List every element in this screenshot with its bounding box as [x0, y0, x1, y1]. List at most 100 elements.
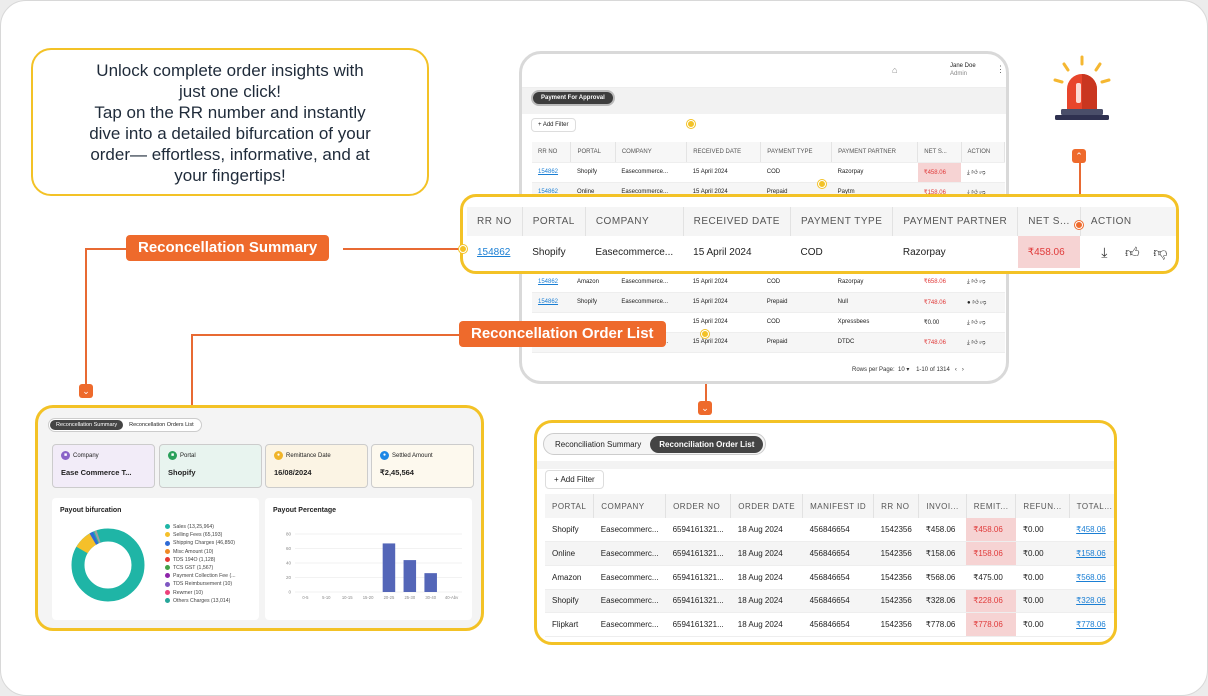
- cell-portal: Amazon: [545, 565, 594, 590]
- cell-net: ₹458.06: [1017, 236, 1081, 268]
- col-header[interactable]: PAYMENT PARTNER: [892, 207, 1019, 236]
- cell-remitted: ₹458.06: [966, 518, 1016, 543]
- bar: [403, 560, 417, 592]
- cell-manifest-id: 456846654: [802, 541, 874, 566]
- cell-invoice: ₹458.06: [918, 518, 967, 543]
- cell-order-date: 18 Aug 2024: [730, 589, 803, 614]
- col-header[interactable]: REFUN...: [1015, 494, 1070, 518]
- thumbs-up-icon[interactable]: 👍︎: [971, 339, 978, 346]
- thumbs-up-icon[interactable]: 👍︎: [972, 300, 979, 306]
- download-icon[interactable]: ⤓: [967, 169, 970, 176]
- thumbs-down-icon[interactable]: 👎︎: [979, 319, 986, 326]
- thumbs-up-icon[interactable]: 👍︎: [971, 189, 978, 196]
- col-header[interactable]: RECEIVED DATE: [686, 142, 762, 163]
- prev-page-icon[interactable]: ‹: [954, 367, 957, 373]
- col-header[interactable]: COMPANY: [615, 142, 688, 163]
- col-header[interactable]: ORDER NO: [665, 494, 732, 518]
- col-header[interactable]: PAYMENT PARTNER: [831, 142, 919, 163]
- kpi-value: Ease Commerce T...: [61, 468, 132, 477]
- cell-date: 15 April 2024: [686, 312, 761, 333]
- col-header[interactable]: PAYMENT TYPE: [790, 207, 894, 236]
- x-tick-label: 20-25: [384, 595, 395, 600]
- download-icon[interactable]: ⤓: [967, 279, 970, 286]
- cell-company: Easecommerce...: [615, 292, 687, 313]
- cell-portal: Amazon: [570, 272, 616, 293]
- col-header[interactable]: PORTAL: [522, 207, 586, 236]
- col-header[interactable]: PAYMENT TYPE: [760, 142, 833, 163]
- download-icon[interactable]: ⤓: [967, 319, 970, 326]
- thumbs-up-icon[interactable]: 👍︎: [1124, 243, 1140, 260]
- pagination: Rows per Page: 10 ▾ 1-10 of 1314 ‹ ›: [852, 367, 964, 373]
- payout-percentage-chart: 0 20 40 60 80 0-5 5-10 10-15 15-20 20-25 25-30 30-4…: [286, 532, 462, 600]
- col-header[interactable]: MANIFEST ID: [802, 494, 875, 518]
- download-icon[interactable]: ⤓: [1101, 243, 1108, 260]
- thumbs-down-icon[interactable]: 👎︎: [1153, 243, 1168, 260]
- total-link[interactable]: ₹568.06: [1076, 572, 1106, 582]
- tab-payment-approval[interactable]: Payment For Approval: [531, 90, 615, 106]
- col-header[interactable]: NET S...: [917, 142, 962, 163]
- col-header[interactable]: INVOI...: [918, 494, 967, 518]
- rr-link[interactable]: 154862: [477, 246, 511, 258]
- tab-orders-list[interactable]: Reconcellation Orders List: [129, 422, 194, 428]
- col-header[interactable]: NET S...: [1017, 207, 1081, 236]
- rr-link[interactable]: 154862: [538, 278, 559, 285]
- cell-partner: DTDC: [831, 332, 918, 353]
- add-filter-button[interactable]: + Add Filter: [531, 118, 576, 132]
- download-icon[interactable]: ⤓: [967, 339, 970, 346]
- bar: [382, 543, 396, 592]
- col-header[interactable]: PORTAL: [570, 142, 616, 163]
- total-link[interactable]: ₹158.06: [1076, 549, 1106, 559]
- total-link[interactable]: ₹778.06: [1076, 620, 1106, 630]
- col-header[interactable]: TOTAL...: [1069, 494, 1114, 518]
- rr-link[interactable]: 154862: [538, 169, 559, 175]
- thumbs-down-icon[interactable]: 👎︎: [980, 300, 987, 306]
- info-callout: Unlock complete order insights with just…: [31, 48, 429, 196]
- cell-total: ₹158.06: [1069, 541, 1114, 566]
- next-page-icon[interactable]: ›: [961, 367, 964, 373]
- x-tick-label: 15-20: [363, 595, 374, 600]
- rr-link[interactable]: 154862: [538, 189, 559, 195]
- marker-dot: [687, 120, 695, 128]
- total-link[interactable]: ₹458.06: [1076, 525, 1106, 535]
- tab-reconciliation-summary[interactable]: Reconciliation Summary: [555, 439, 642, 449]
- col-header[interactable]: RR NO: [873, 494, 920, 518]
- thumbs-down-icon[interactable]: 👎︎: [979, 339, 986, 346]
- user-icon[interactable]: ●: [967, 300, 971, 306]
- legend-swatch: [165, 589, 170, 595]
- cell-portal: Shopify: [570, 162, 616, 183]
- add-filter-button[interactable]: + Add Filter: [545, 470, 604, 489]
- cell-total: ₹568.06: [1069, 565, 1114, 590]
- cell-order-date: 18 Aug 2024: [730, 541, 803, 566]
- download-icon[interactable]: ⤓: [967, 189, 970, 196]
- col-header[interactable]: RECEIVED DATE: [683, 207, 791, 236]
- col-header[interactable]: RR NO: [532, 142, 572, 163]
- col-header[interactable]: COMPANY: [585, 207, 684, 236]
- user-menu[interactable]: Jane Doe Admin: [950, 62, 976, 78]
- cell-invoice: ₹158.06: [918, 541, 967, 566]
- rr-link[interactable]: 154862: [538, 299, 559, 305]
- thumbs-up-icon[interactable]: 👍︎: [971, 319, 978, 326]
- home-icon[interactable]: ⌂: [892, 65, 898, 75]
- col-header[interactable]: COMPANY: [593, 494, 667, 518]
- col-header[interactable]: REMIT...: [966, 494, 1017, 518]
- thumbs-down-icon[interactable]: 👎︎: [979, 189, 986, 196]
- rows-per-page-select[interactable]: 10: [898, 367, 905, 373]
- tab-reconciliation-order-list[interactable]: Reconciliation Order List: [650, 435, 764, 453]
- cell-date: 15 April 2024: [686, 292, 761, 313]
- tab-summary[interactable]: Reconcellation Summary: [50, 420, 124, 430]
- add-filter-label: Add Filter: [560, 475, 595, 484]
- col-header[interactable]: ORDER DATE: [730, 494, 804, 518]
- more-icon[interactable]: ⋮: [996, 64, 1005, 74]
- col-header[interactable]: PORTAL: [545, 494, 595, 518]
- thumbs-up-icon[interactable]: 👍︎: [971, 169, 978, 176]
- thumbs-down-icon[interactable]: 👎︎: [979, 279, 986, 286]
- total-link[interactable]: ₹328.06: [1076, 596, 1106, 606]
- kpi-portal: ■ Portal Shopify: [159, 444, 262, 488]
- alarm-siren-icon: [1053, 55, 1111, 120]
- legend-label: TCS GST (1,567): [173, 565, 214, 572]
- col-header[interactable]: RR NO: [467, 207, 523, 236]
- cell-company: Easecommerc...: [593, 541, 666, 566]
- legend-swatch: [165, 540, 170, 546]
- thumbs-down-icon[interactable]: 👎︎: [979, 169, 986, 176]
- thumbs-up-icon[interactable]: 👍︎: [971, 279, 978, 286]
